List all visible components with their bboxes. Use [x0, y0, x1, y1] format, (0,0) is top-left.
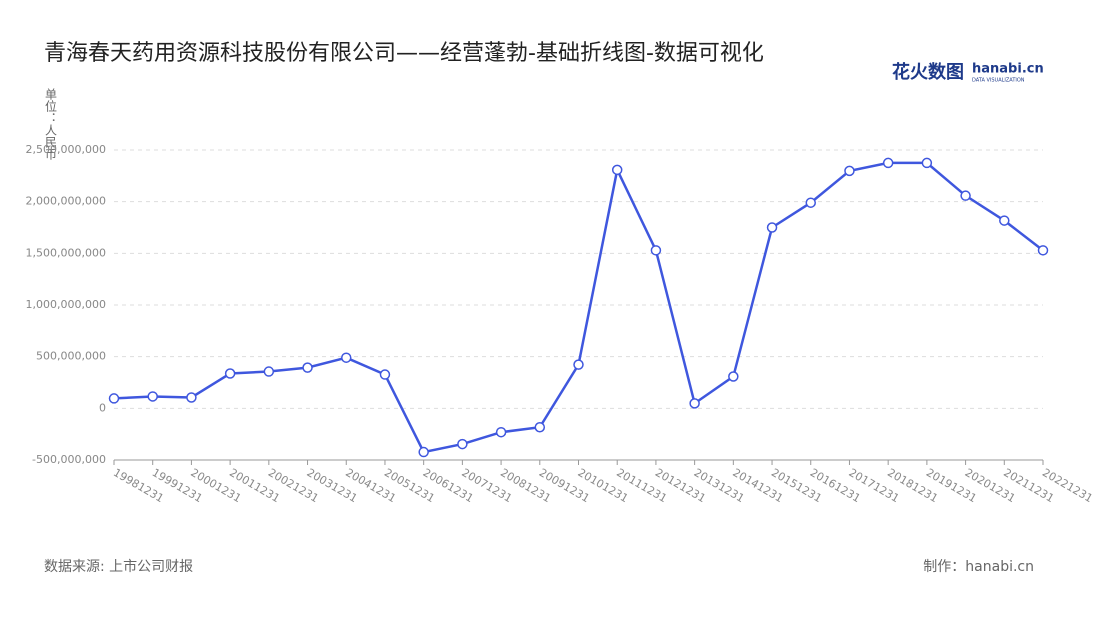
y-tick-label: 1,500,000,000: [26, 246, 106, 259]
point: [186, 392, 197, 403]
point: [805, 197, 816, 208]
point: [999, 215, 1010, 226]
y-tick-label: 2,500,000,000: [26, 143, 106, 156]
y-tick-label: 1,000,000,000: [26, 298, 106, 311]
y-tick-label: 0: [99, 401, 106, 414]
point: [844, 165, 855, 177]
source: 数据来源: 上市公司财报: [44, 558, 193, 575]
y-axis-label: 单位：人民币: [44, 88, 58, 160]
y-tick-label: -500,000,000: [32, 453, 106, 466]
point: [611, 164, 623, 176]
point: [573, 359, 584, 370]
point: [689, 398, 700, 409]
point: [495, 426, 507, 438]
point: [341, 352, 352, 363]
logo-site: hanabi.cn: [972, 62, 1044, 77]
point: [1037, 245, 1049, 256]
chart-title: 青海春天药用资源科技股份有限公司——经营蓬勃-基础折线图-数据可视化: [44, 41, 764, 66]
y-tick-label: 2,000,000,000: [26, 195, 106, 208]
point: [379, 369, 391, 380]
logo: 花火数图: [892, 61, 964, 83]
point: [147, 391, 158, 402]
point: [457, 438, 468, 450]
point: [882, 157, 894, 169]
point: [921, 157, 933, 169]
point: [728, 371, 739, 382]
y-tick-label: 500,000,000: [36, 350, 106, 363]
point: [418, 446, 429, 458]
point: [302, 362, 313, 373]
point: [108, 393, 120, 404]
point: [534, 421, 546, 433]
point: [766, 222, 778, 233]
point: [960, 190, 971, 201]
point: [650, 245, 662, 256]
point: [224, 368, 236, 379]
credit: 制作：hanabi.cn: [923, 559, 1034, 575]
point: [263, 366, 275, 377]
logo-sub: DATA VISUALIZATION: [972, 78, 1025, 84]
